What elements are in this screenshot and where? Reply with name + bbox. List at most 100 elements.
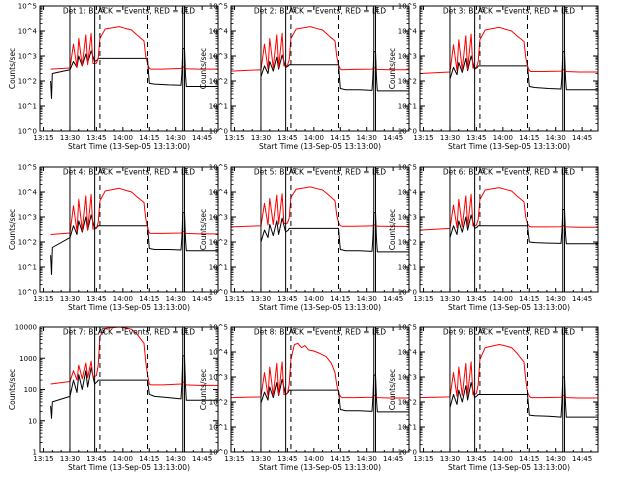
y-tick-label: 10^1 [209,424,228,432]
x-tick-label: 14:45 [192,295,212,303]
x-tick-label: 14:00 [113,295,133,303]
y-axis-title: Counts/sec [8,369,17,410]
x-tick-label: 13:45 [86,295,106,303]
y-tick-label: 10^5 [398,3,417,11]
x-tick-label: 13:30 [440,134,460,142]
x-tick-label: 14:15 [330,455,350,463]
y-tick-label: 10000 [15,324,37,332]
y-tick-label: 10^3 [398,53,417,61]
x-tick-label: 14:30 [166,134,186,142]
y-tick-label: 10^2 [398,399,417,407]
y-axis-title: Counts/sec [199,209,208,250]
end-marker-label: E [184,6,188,14]
panel-title: Det 9: BLACK = Events, RED = LLD [443,328,575,337]
y-tick-label: 10^5 [18,164,37,172]
lld-series-line [420,26,598,74]
x-axis-title: Start Time (13-Sep-05 13:13:00) [448,303,570,312]
x-tick-label: 13:15 [224,295,244,303]
events-series-line [260,374,409,413]
y-tick-label: 10^3 [18,53,37,61]
x-tick-label: 13:45 [277,134,297,142]
end-marker-label: E [564,167,568,175]
end-marker-label: E [184,167,188,175]
events-series-line [449,209,598,245]
x-tick-label: 14:30 [357,455,377,463]
x-tick-label: 13:15 [413,295,433,303]
y-tick-label: 10^0 [209,449,228,457]
x-tick-label: 14:45 [572,134,592,142]
lld-series-line [420,187,598,231]
panel-title: Det 3: BLACK = Events, RED = LLD [443,7,575,16]
x-tick-label: 14:15 [330,134,350,142]
x-tick-label: 13:30 [60,455,80,463]
panel-title: Det 2: BLACK = Events, RED = LLD [254,7,386,16]
x-tick-label: 14:15 [139,134,159,142]
x-axis-title: Start Time (13-Sep-05 13:13:00) [448,142,570,151]
x-tick-label: 14:00 [113,134,133,142]
x-tick-label: 14:00 [493,455,513,463]
y-tick-label: 10^1 [398,103,417,111]
y-tick-label: 10^1 [398,424,417,432]
x-tick-label: 14:30 [546,295,566,303]
panel-title: Det 8: BLACK = Events, RED = LLD [254,328,386,337]
x-tick-label: 13:15 [33,455,53,463]
y-tick-label: 10^2 [18,78,37,86]
x-tick-label: 14:45 [383,455,403,463]
y-tick-label: 10^5 [209,164,228,172]
lld-series-line [231,26,409,72]
x-tick-label: 13:30 [251,455,271,463]
end-marker-label: E [564,327,568,335]
x-axis-title: Start Time (13-Sep-05 13:13:00) [68,463,190,472]
x-tick-label: 14:30 [546,455,566,463]
end-marker-label: E [375,327,379,335]
events-series-line [260,51,409,92]
x-tick-label: 13:45 [277,295,297,303]
x-tick-label: 14:45 [192,455,212,463]
x-tick-label: 13:15 [33,295,53,303]
x-tick-label: 14:15 [139,455,159,463]
y-tick-label: 10^4 [209,28,229,36]
y-tick-label: 10^4 [398,28,418,36]
x-tick-label: 14:45 [572,455,592,463]
events-series-line [449,376,598,418]
y-tick-label: 10^3 [209,214,228,222]
y-tick-label: 10^3 [398,374,417,382]
x-tick-label: 14:00 [493,134,513,142]
plot-frame [230,5,410,132]
lld-series-line [50,187,218,235]
panel-title: Det 7: BLACK = Events, RED = LLD [63,328,195,337]
x-tick-label: 13:15 [33,134,53,142]
x-tick-label: 14:15 [519,134,539,142]
y-tick-label: 10^1 [398,264,417,272]
start-marker-label: S [481,6,486,14]
x-tick-label: 14:15 [519,295,539,303]
x-tick-label: 13:30 [60,295,80,303]
x-axis-title: Start Time (13-Sep-05 13:13:00) [68,142,190,151]
x-tick-label: 14:15 [139,295,159,303]
y-axis-title: Counts/sec [388,209,397,250]
y-tick-label: 10^4 [398,349,418,357]
y-tick-label: 10^0 [398,289,417,297]
y-tick-label: 10^4 [18,28,38,36]
x-tick-label: 13:15 [224,455,244,463]
plot-frame [419,326,599,453]
plot-frame [230,166,410,293]
start-marker-label: S [101,167,106,175]
y-tick-label: 10^1 [209,264,228,272]
y-tick-label: 10^1 [18,264,37,272]
end-marker-label: E [375,6,379,14]
y-tick-label: 100 [24,386,37,394]
x-tick-label: 14:30 [166,295,186,303]
y-tick-label: 1 [33,449,37,457]
plot-frame [39,166,219,293]
x-tick-label: 14:45 [383,295,403,303]
lld-series-line [50,327,218,386]
y-tick-label: 10^5 [209,3,228,11]
start-marker-label: S [292,327,297,335]
x-axis-title: Start Time (13-Sep-05 13:13:00) [259,142,381,151]
